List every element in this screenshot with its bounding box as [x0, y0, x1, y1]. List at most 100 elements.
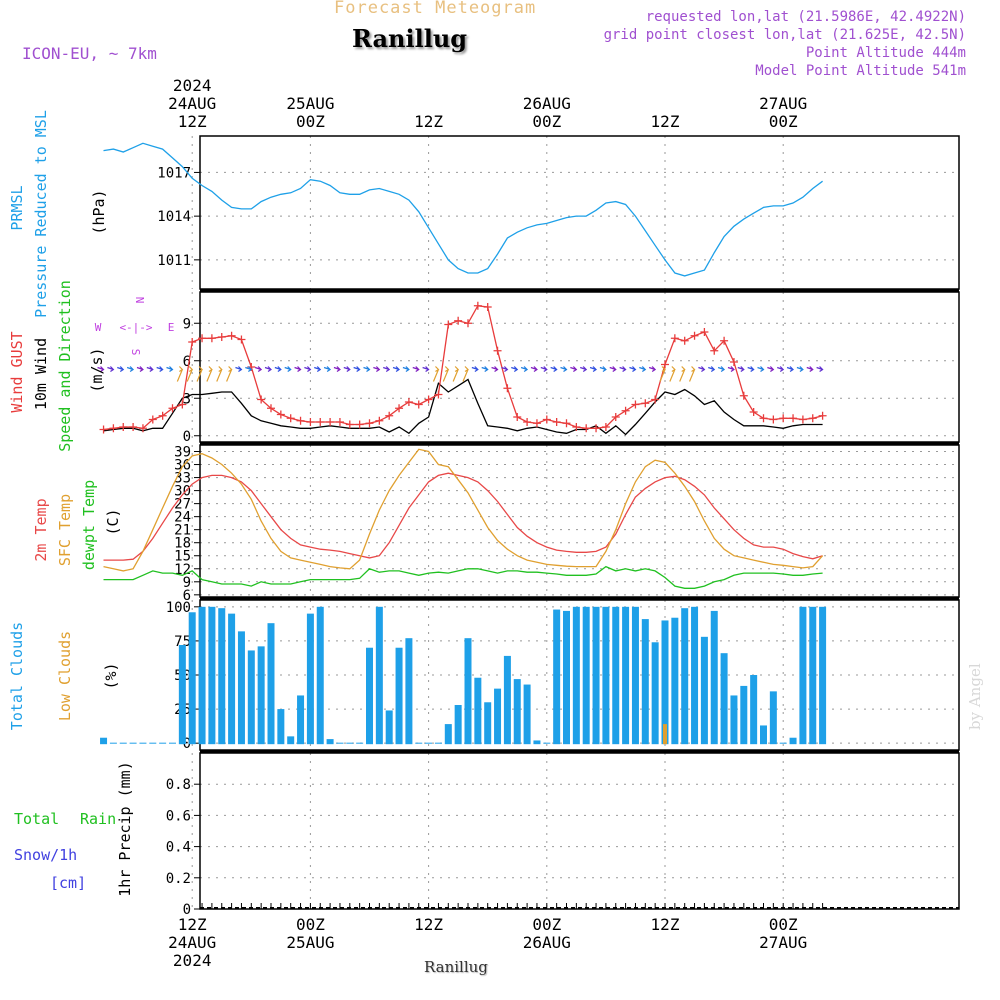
total-cloud-bar: [267, 623, 275, 745]
wind-direction-arrow: [432, 366, 440, 382]
total-cloud-bar: [720, 653, 728, 745]
gust-marker: [217, 333, 226, 341]
wind-direction-arrow: [156, 366, 164, 372]
wind-direction-arrow: [796, 366, 804, 372]
y-tick-label: 100: [166, 600, 191, 616]
gust-marker: [267, 404, 275, 413]
wind-direction-arrow: [669, 366, 676, 382]
wind-direction-arrow: [226, 366, 233, 382]
gust-marker: [710, 346, 719, 355]
wind-direction-arrow: [708, 366, 716, 372]
legend-total: Total: [14, 810, 59, 828]
gust-marker: [257, 395, 266, 404]
total-cloud-bar: [592, 606, 600, 745]
temp-2m-label: 2m Temp: [32, 498, 50, 561]
model-point-altitude: Model Point Altitude 541m: [755, 63, 966, 79]
y-tick-label: 6: [183, 354, 191, 370]
gust-marker: [680, 336, 689, 345]
time-label-top: 12Z: [651, 112, 680, 131]
wind-direction-arrow: [314, 366, 322, 372]
wind-direction-arrow: [589, 366, 597, 372]
wind-direction-arrow: [402, 366, 410, 372]
gust-marker: [542, 415, 551, 424]
total-cloud-bar: [484, 702, 492, 745]
total-cloud-bar: [474, 677, 482, 745]
gust-marker: [424, 395, 433, 404]
gust-marker: [670, 334, 679, 343]
total-cloud-bar: [464, 638, 472, 745]
total-cloud-bar: [809, 606, 817, 745]
gust-marker: [473, 301, 482, 310]
time-label-bottom: 12Z: [414, 915, 443, 934]
total-cloud-bar: [503, 655, 511, 745]
y-tick-label: 0.8: [166, 777, 191, 793]
y-tick-label: 1011: [157, 253, 191, 269]
wind-direction-arrow: [196, 366, 203, 382]
time-label-bottom: 00Z: [296, 915, 325, 934]
total-cloud-bar: [819, 606, 827, 745]
wind-direction-arrow: [520, 366, 529, 372]
wind-direction-arrow: [816, 366, 824, 372]
gust-marker: [158, 411, 167, 420]
total-cloud-bar: [750, 675, 758, 745]
total-cloud-bar: [237, 631, 245, 745]
wind-direction-arrow: [166, 366, 174, 372]
prmsl-label: PRMSL: [8, 185, 26, 230]
wind-direction-arrow: [501, 366, 509, 372]
panel-frame-4: [199, 752, 960, 910]
wind-direction-arrow: [688, 366, 696, 382]
total-cloud-bar: [218, 608, 226, 745]
gust-marker: [129, 423, 138, 431]
y-tick-label: 24: [174, 510, 191, 526]
low-cloud-bar: [663, 724, 667, 745]
wind-direction-arrow: [462, 366, 469, 382]
total-cloud-bar: [691, 606, 699, 745]
wind-direction-arrow: [648, 366, 657, 372]
gust-marker: [808, 414, 817, 423]
temp-2m-line: [103, 472, 823, 561]
time-label-bottom: 12Z: [178, 915, 207, 934]
time-label-bottom: 2024: [173, 951, 212, 970]
total-cloud-bar: [760, 725, 767, 745]
y-tick-label: 15: [174, 549, 191, 565]
gust-marker: [798, 415, 807, 424]
total-cloud-bar: [553, 609, 561, 745]
wind-direction-arrow: [619, 366, 627, 372]
temp-sfc-line: [103, 448, 824, 572]
wind-direction-arrow: [412, 366, 420, 372]
wind-direction-arrow: [511, 366, 519, 372]
gust-marker: [739, 391, 748, 400]
location-title: Ranillug: [352, 24, 468, 53]
compass-north: N: [133, 297, 146, 304]
y-tick-label: 0.2: [166, 871, 191, 887]
wind-gust-label: Wind GUST: [8, 331, 26, 412]
wind-direction-arrow: [786, 366, 794, 372]
total-cloud-bar: [178, 645, 186, 745]
gust-marker: [444, 320, 453, 329]
time-label-bottom: 27AUG: [759, 933, 807, 952]
wind-direction-arrow: [264, 366, 272, 372]
legend-cm: [cm]: [50, 874, 86, 892]
gust-marker: [138, 424, 147, 433]
wind-direction-arrow: [698, 366, 706, 372]
total-cloud-bar: [681, 608, 689, 745]
total-cloud-bar: [572, 606, 580, 745]
total-cloud-bar: [100, 737, 108, 745]
gust-marker: [700, 328, 709, 336]
total-cloud-bar: [789, 737, 797, 745]
wind-direction-arrow: [206, 366, 213, 382]
y-tick-label: 18: [174, 536, 191, 552]
gust-marker: [483, 303, 492, 311]
gust-marker: [523, 418, 532, 426]
total-cloud-bar: [257, 646, 265, 745]
total-cloud-bar: [247, 650, 255, 745]
precip-unit-label: 1hr Precip (mm): [116, 761, 134, 896]
total-cloud-bar: [326, 739, 334, 745]
total-cloud-bar: [582, 606, 590, 745]
footer-location: Ranillug: [424, 958, 488, 976]
gust-marker: [198, 334, 207, 343]
time-label-bottom: 24AUG: [168, 933, 216, 952]
y-tick-label: 9: [183, 316, 191, 332]
gust-marker: [326, 418, 335, 426]
